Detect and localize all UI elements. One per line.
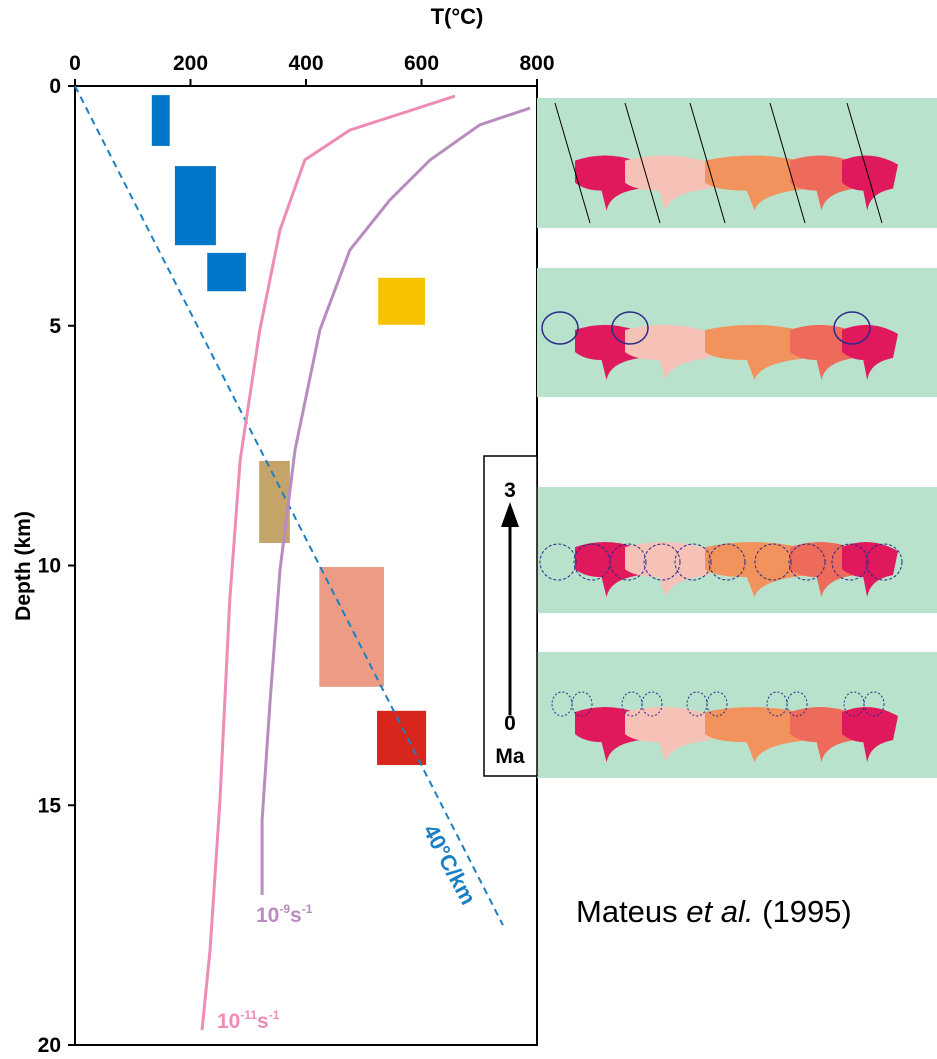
label-exp: -11 [240, 1008, 257, 1022]
curve-label: 10-11s-1 [217, 1008, 280, 1033]
time-top: 3 [504, 479, 516, 502]
x-axis-label: T(°C) [431, 4, 484, 29]
panels [537, 98, 937, 778]
pt-box [378, 278, 425, 325]
y-tick-label: 20 [38, 1034, 61, 1054]
y-tick-label: 10 [38, 555, 61, 578]
label-base: 10 [256, 904, 279, 927]
y-axis-label: Depth (km) [12, 511, 35, 621]
time-unit: Ma [495, 745, 524, 768]
pt-box [377, 711, 426, 765]
y-tick-label: 15 [38, 794, 62, 817]
x-tick-label: 0 [69, 52, 81, 75]
time-bottom: 0 [504, 712, 516, 735]
geotherm-label: 40°C/km [418, 820, 481, 909]
label-unit-exp: -1 [269, 1008, 280, 1022]
label-unit-exp: -1 [302, 902, 313, 916]
label-exp: -9 [279, 902, 290, 916]
time-scale: 3 0 Ma [484, 456, 537, 776]
strain-curve [202, 96, 455, 1030]
citation: Mateus et al. (1995) [576, 894, 852, 929]
x-tick-label: 600 [404, 52, 439, 75]
pt-box [207, 253, 246, 291]
y-tick-label: 5 [49, 315, 61, 338]
figure: T(°C) Depth (km) 3 0 Ma Mateus et al. (1… [0, 0, 937, 1054]
citation-etal: et al. [686, 894, 753, 929]
label-unit: s [290, 904, 302, 927]
pt-box [319, 567, 384, 687]
citation-author: Mateus [576, 894, 678, 929]
x-tick-label: 800 [519, 52, 554, 75]
pt-box [175, 166, 216, 245]
y-tick-label: 0 [49, 75, 61, 98]
label-base: 10 [217, 1010, 240, 1033]
pt-box [152, 95, 170, 146]
citation-year: (1995) [762, 894, 852, 929]
label-unit: s [257, 1010, 269, 1033]
curve-label: 10-9s-1 [256, 902, 313, 927]
x-tick-label: 200 [173, 52, 208, 75]
x-tick-label: 400 [288, 52, 323, 75]
